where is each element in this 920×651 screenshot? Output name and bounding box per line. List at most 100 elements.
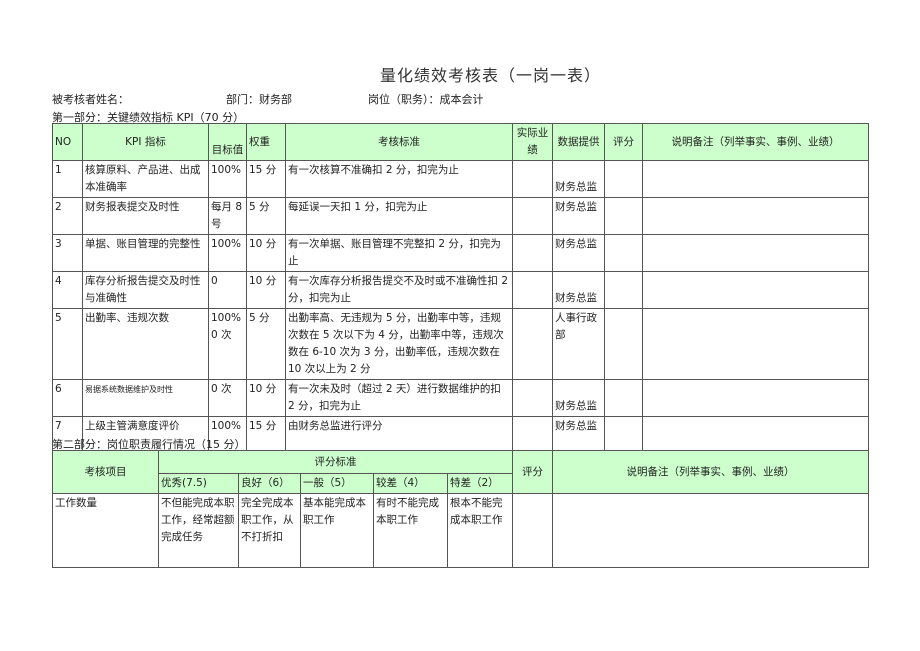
weight-cell: 10 分: [246, 379, 286, 417]
score-cell[interactable]: [604, 234, 643, 272]
actual-cell[interactable]: [512, 308, 553, 380]
note-cell[interactable]: [642, 160, 869, 198]
header-provider: 数据提供: [552, 123, 605, 161]
weight-cell: 15 分: [246, 416, 286, 451]
table-row: 6 易据系统数据维护及时性 0 次 10 分有一次未及时（超过 2 天）进行数据维护的…: [52, 379, 869, 417]
header-actual: 实际业绩: [512, 123, 553, 161]
criteria-cell: 由财务总监进行评分: [285, 416, 513, 451]
actual-cell[interactable]: [512, 271, 553, 309]
header-score: 评分: [512, 450, 554, 494]
table-row: 3 单据、账目管理的完整性 100% 10 分有一次单据、账目管理不完整扣 2 分，扣…: [52, 234, 869, 272]
no-cell: 6: [52, 379, 83, 417]
score-cell[interactable]: [604, 197, 643, 235]
provider-cell: 财务总监: [552, 379, 605, 417]
target-cell: 0: [208, 271, 247, 309]
no-cell: 2: [52, 197, 83, 235]
level-excellent: 优秀(7.5): [158, 473, 239, 494]
score-cell[interactable]: [604, 160, 643, 198]
header-target: 目标值: [208, 123, 247, 161]
table-row: 4 库存分析报告提交及时性与准确性 0 10 分有一次库存分析报告提交不及时或不准确性…: [52, 271, 869, 309]
score-cell[interactable]: [604, 308, 643, 380]
header-standard: 评分标准: [157, 450, 514, 474]
provider-cell: 财务总监: [552, 197, 605, 235]
weight-cell: 5 分: [246, 308, 286, 380]
level-cell: 基本能完成本职工作: [300, 493, 374, 568]
table-row: 7 上级主管满意度评价 100% 15 分由财务总监进行评分 财务总监: [52, 416, 869, 451]
note-cell[interactable]: [642, 379, 869, 417]
item-cell: 工作数量: [52, 493, 159, 568]
provider-cell: 财务总监: [552, 416, 605, 451]
duty-table: 考核项目 评分标准 评分 说明备注（列举事实、事例、业绩） 优秀(7.5) 良好…: [52, 450, 870, 568]
actual-cell[interactable]: [512, 416, 553, 451]
header-note: 说明备注（列举事实、事例、业绩）: [552, 450, 870, 494]
actual-cell[interactable]: [512, 160, 553, 198]
part1-heading: 第一部分：关键绩效指标 KPI（70 分）: [52, 111, 245, 124]
actual-cell[interactable]: [512, 379, 553, 417]
level-very-poor: 特差（2）: [446, 473, 514, 494]
criteria-cell: 出勤率高、无违规为 5 分，出勤率中等，违规次数在 5 次以下为 4 分，出勤率…: [285, 308, 513, 380]
weight-cell: 10 分: [246, 271, 286, 309]
target-cell: 每月 8 号: [208, 197, 247, 235]
target-cell: 0 次: [208, 379, 247, 417]
score-cell[interactable]: [512, 493, 554, 568]
no-cell: 3: [52, 234, 83, 272]
score-cell[interactable]: [604, 416, 643, 451]
header-score: 评分: [604, 123, 643, 161]
target-cell: 100%: [208, 160, 247, 198]
actual-cell[interactable]: [512, 234, 553, 272]
header-weight: 权重: [246, 123, 286, 161]
criteria-cell: 每延误一天扣 1 分，扣完为止: [285, 197, 513, 235]
level-cell: 有时不能完成本职工作: [373, 493, 448, 568]
kpi-cell: 库存分析报告提交及时性与准确性: [82, 271, 209, 309]
name-label: 被考核者姓名：: [52, 93, 129, 106]
no-cell: 4: [52, 271, 83, 309]
criteria-cell: 有一次单据、账目管理不完整扣 2 分，扣完为止: [285, 234, 513, 272]
level-cell: 根本不能完成本职工作: [446, 493, 514, 568]
kpi-cell: 易据系统数据维护及时性: [82, 379, 209, 417]
level-good: 良好（6）: [238, 473, 301, 494]
header-no: NO: [52, 123, 83, 161]
note-cell[interactable]: [642, 197, 869, 235]
note-cell[interactable]: [552, 493, 870, 568]
kpi-cell: 上级主管满意度评价: [82, 416, 209, 451]
no-cell: 1: [52, 160, 83, 198]
weight-cell: 10 分: [246, 234, 286, 272]
score-cell[interactable]: [604, 271, 643, 309]
kpi-cell: 核算原料、产品进、出成本准确率: [82, 160, 209, 198]
level-cell: 不但能完成本职工作，经常超额完成任务: [158, 493, 239, 568]
kpi-table: NO KPI 指标 目标值 权重 考核标准 实际业绩 数据提供 评分 说明备注（…: [52, 123, 869, 451]
provider-cell: 财务总监: [552, 234, 605, 272]
target-cell: 100% 0 次: [208, 308, 247, 380]
score-cell[interactable]: [604, 379, 643, 417]
header-kpi: KPI 指标: [82, 123, 209, 161]
page-title: 量化绩效考核表（一岗一表）: [380, 66, 602, 85]
provider-cell: 财务总监: [552, 160, 605, 198]
header-item: 考核项目: [52, 450, 159, 494]
dept-label: 部门：财务部: [226, 93, 292, 106]
provider-cell: 人事行政部: [552, 308, 605, 380]
header-criteria: 考核标准: [285, 123, 513, 161]
level-average: 一般（5）: [300, 473, 374, 494]
actual-cell[interactable]: [512, 197, 553, 235]
note-cell[interactable]: [642, 271, 869, 309]
kpi-cell: 出勤率、违规次数: [82, 308, 209, 380]
post-label: 岗位（职务）：成本会计: [368, 93, 484, 106]
criteria-cell: 有一次库存分析报告提交不及时或不准确性扣 2 分，扣完为止: [285, 271, 513, 309]
criteria-cell: 有一次未及时（超过 2 天）进行数据维护的扣 2 分，扣完为止: [285, 379, 513, 417]
table-row: 1 核算原料、产品进、出成本准确率 100% 15 分有一次核算不准确扣 2 分，扣完…: [52, 160, 869, 198]
weight-cell: 5 分: [246, 197, 286, 235]
note-cell[interactable]: [642, 416, 869, 451]
level-cell: 完全完成本职工作，从不打折扣: [238, 493, 301, 568]
target-cell: 100%: [208, 234, 247, 272]
criteria-cell: 有一次核算不准确扣 2 分，扣完为止: [285, 160, 513, 198]
note-cell[interactable]: [642, 234, 869, 272]
kpi-cell: 单据、账目管理的完整性: [82, 234, 209, 272]
provider-cell: 财务总监: [552, 271, 605, 309]
header-note: 说明备注（列举事实、事例、业绩）: [642, 123, 869, 161]
note-cell[interactable]: [642, 308, 869, 380]
weight-cell: 15 分: [246, 160, 286, 198]
table-row: 工作数量 不但能完成本职工作，经常超额完成任务 完全完成本职工作，从不打折扣 基…: [52, 493, 870, 568]
kpi-cell: 财务报表提交及时性: [82, 197, 209, 235]
